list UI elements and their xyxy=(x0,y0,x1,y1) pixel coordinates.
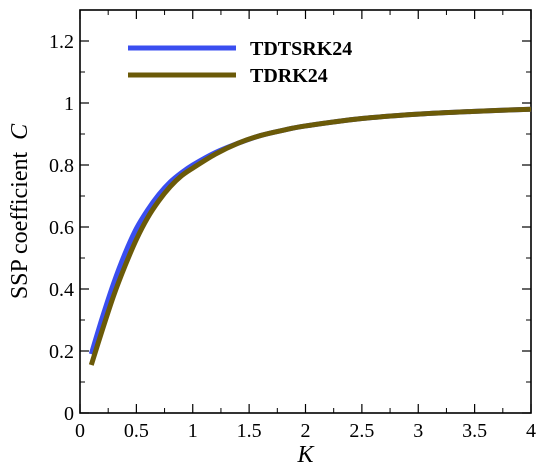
x-axis-label: K xyxy=(296,442,315,468)
y-tick-label: 1.2 xyxy=(49,31,74,53)
y-tick-label: 0 xyxy=(64,403,74,425)
series-line-1 xyxy=(88,106,532,355)
x-tick-label: 2 xyxy=(301,420,311,442)
y-axis-label-text: SSP coefficient xyxy=(7,152,33,300)
y-tick-label: 0.8 xyxy=(49,155,74,177)
x-tick-label: 0 xyxy=(75,420,85,442)
x-tick-label: 1.5 xyxy=(237,420,262,442)
legend-label-1: TDTSRK24 xyxy=(250,38,352,60)
legend-label-2: TDRK24 xyxy=(250,65,328,87)
y-tick-label: 0.6 xyxy=(49,217,74,239)
x-tick-label: 2.5 xyxy=(349,420,374,442)
y-axis-label: SSP coefficient C xyxy=(7,123,33,299)
y-tick-label: 0.4 xyxy=(49,279,74,301)
x-tick-label: 0.5 xyxy=(124,420,149,442)
y-tick-label: 0.2 xyxy=(49,341,74,363)
series-layer xyxy=(88,106,532,366)
x-tick-label: 4 xyxy=(526,420,536,442)
series-line-2 xyxy=(88,106,532,366)
x-tick-label: 1 xyxy=(188,420,198,442)
x-tick-label: 3 xyxy=(413,420,423,442)
y-axis-label-symbol: C xyxy=(7,123,33,140)
x-tick-label: 3.5 xyxy=(462,420,487,442)
legend: TDTSRK24 TDRK24 xyxy=(128,38,352,87)
x-axis-ticks: 0 0.5 1 1.5 2 2.5 3 3.5 4 xyxy=(75,10,536,442)
y-axis-ticks: 0 0.2 0.4 0.6 0.8 1 1.2 xyxy=(49,9,531,425)
y-tick-label: 1 xyxy=(64,93,74,115)
